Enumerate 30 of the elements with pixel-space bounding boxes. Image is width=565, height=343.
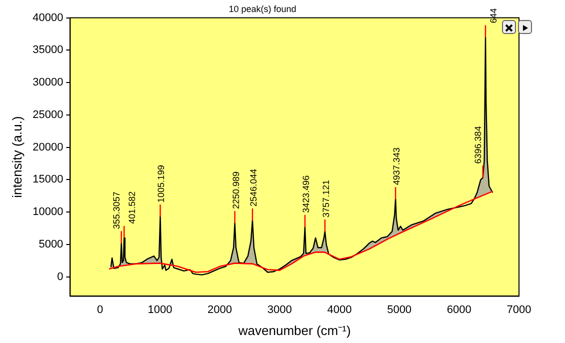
x-axis-title: wavenumber (cm⁻¹) — [237, 322, 351, 338]
annotation: 4937.343 — [392, 148, 402, 186]
annotation: 6396.384 — [472, 126, 483, 164]
x-tick-label: 6000 — [446, 304, 472, 316]
y-tick-label: 10000 — [32, 206, 64, 218]
y-tick-label: 0 — [57, 270, 64, 283]
x-tick-label: 1000 — [148, 304, 172, 316]
y-tick-label: 15000 — [32, 174, 64, 186]
y-tick-label: 35000 — [32, 44, 64, 56]
annotation: 2546.044 — [248, 168, 258, 206]
annotation: 2250.989 — [230, 171, 241, 210]
annotation: 401.582 — [127, 191, 138, 224]
y-tick-label: 30000 — [32, 76, 64, 89]
annotation: 644 — [488, 8, 498, 24]
x-tick-label: 0 — [97, 304, 104, 316]
x-tick-label: 4000 — [327, 304, 352, 316]
annotation: 3757.121 — [320, 180, 331, 218]
annotation: 3423.496 — [300, 175, 311, 213]
y-tick-label: 20000 — [32, 141, 64, 154]
y-tick-label: 25000 — [32, 108, 64, 121]
annotation: 1005.199 — [156, 165, 166, 203]
chart-title: 10 peak(s) found — [228, 4, 296, 14]
y-tick-label: 5000 — [38, 238, 64, 250]
annotation: 355.3057 — [111, 192, 122, 230]
y-tick-label: 40000 — [32, 12, 64, 24]
x-tick-label: 5000 — [387, 304, 412, 316]
x-tick-label: 3000 — [267, 304, 292, 316]
x-tick-label: 2000 — [208, 304, 232, 316]
x-tick-label: 7000 — [506, 304, 532, 316]
y-axis-title: intensity (a.u.) — [9, 116, 24, 198]
